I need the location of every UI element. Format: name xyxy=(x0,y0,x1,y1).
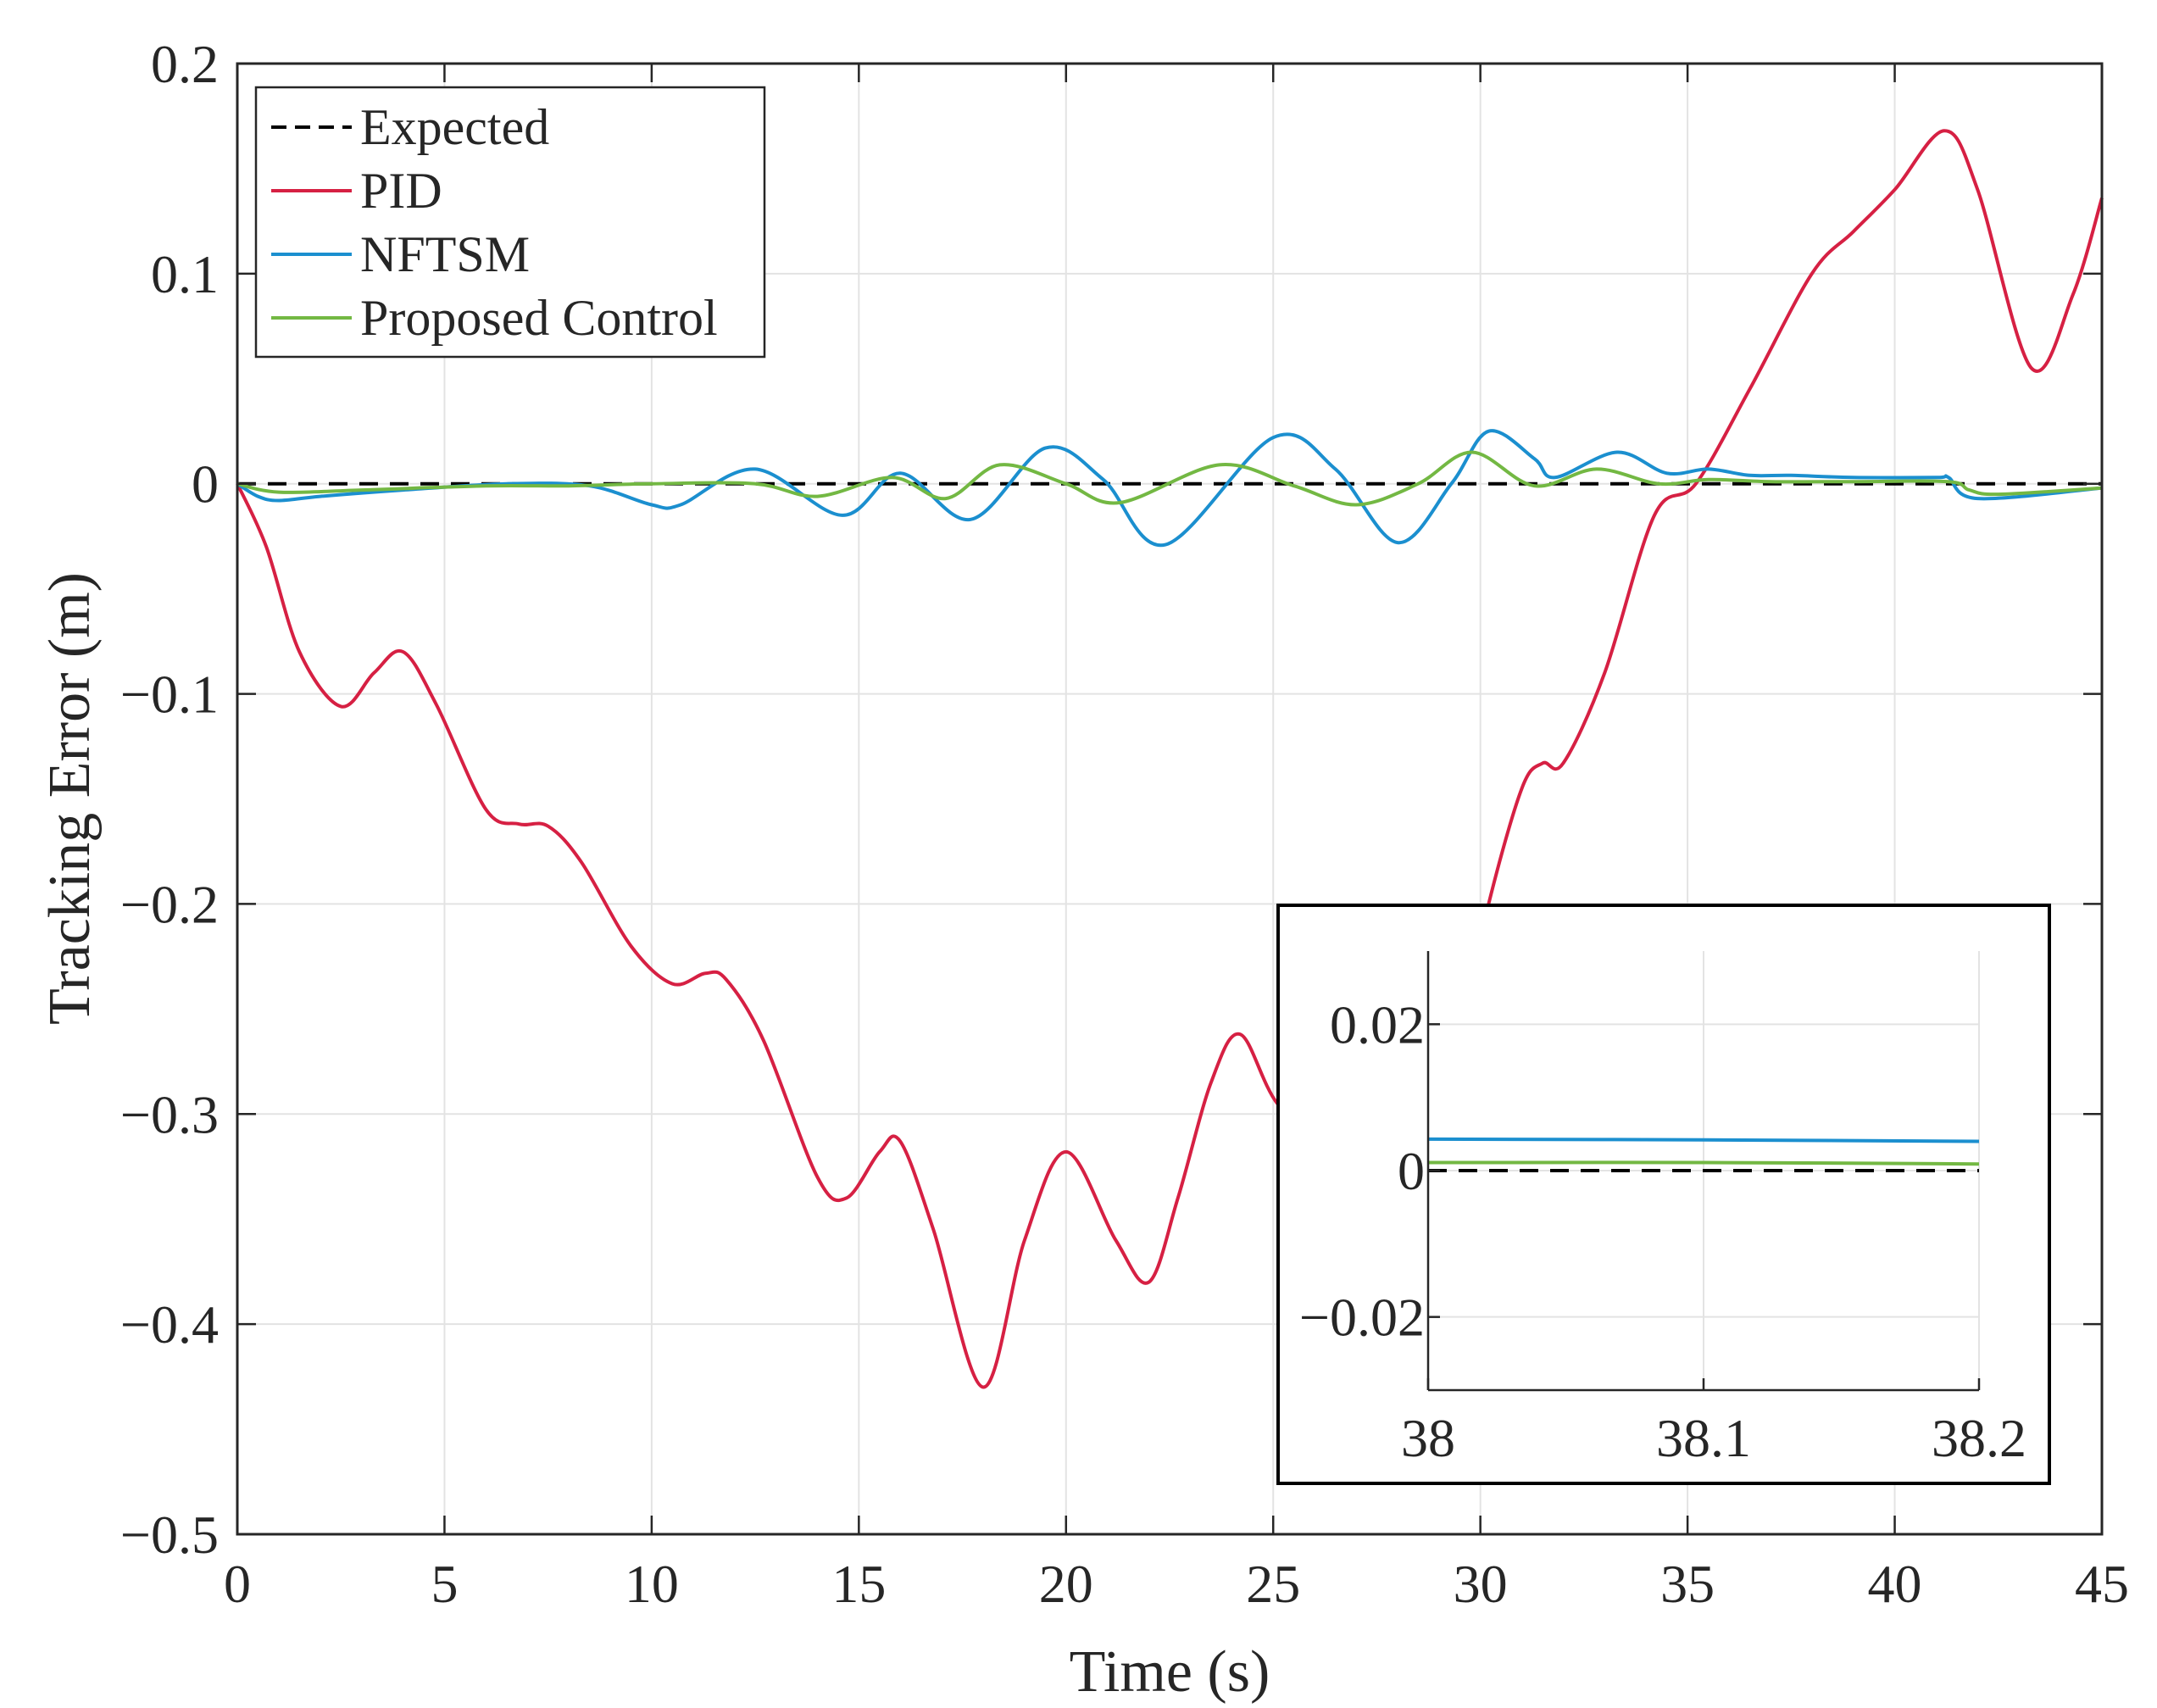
main-y-tick-label-5: 0 xyxy=(192,454,219,515)
inset-panel: 38 38.1 38.2 −0.02 0 0.02 xyxy=(1276,904,2051,1485)
main-x-tick-label-0: 0 xyxy=(224,1554,251,1614)
x-axis-label: Time (s) xyxy=(1070,1639,1270,1705)
legend-box xyxy=(254,86,766,359)
main-y-tick-label-7: 0.2 xyxy=(151,34,219,94)
main-x-tick-label-3: 15 xyxy=(831,1554,886,1614)
main-series-pid xyxy=(236,129,2104,1389)
legend-label-expected: Expected xyxy=(360,99,549,155)
main-ticks: 0 5 10 15 20 25 30 35 40 45 −0.5 −0.4 −0.3 −0.2 −0.1 0 0… xyxy=(120,34,2129,1614)
y-axis-label: Tracking Error (m) xyxy=(37,572,103,1025)
main-x-tick-label-8: 40 xyxy=(1868,1554,1922,1614)
inset-y-tick-label-0: −0.02 xyxy=(1299,1288,1425,1348)
main-y-tick-label-0: −0.5 xyxy=(120,1505,219,1565)
main-y-tick-label-1: −0.4 xyxy=(120,1294,219,1355)
inset-frame xyxy=(1276,904,2051,1485)
legend-label-nftsm: NFTSM xyxy=(360,226,530,282)
main-y-tick-label-4: −0.1 xyxy=(120,665,219,725)
inset-series-proposed-control xyxy=(1427,1160,1980,1166)
main-x-tick-label-2: 10 xyxy=(625,1554,679,1614)
inset-x-tick-label-0: 38 xyxy=(1401,1408,1455,1468)
inset-series-group xyxy=(1427,1137,1980,1172)
legend-label-pid: PID xyxy=(360,163,442,219)
legend: Expected PID NFTSM Proposed Control xyxy=(254,86,766,359)
inset-x-tick-label-2: 38.2 xyxy=(1932,1408,2026,1468)
main-x-tick-label-4: 20 xyxy=(1039,1554,1093,1614)
inset-x-tick-label-1: 38.1 xyxy=(1656,1408,1751,1468)
main-y-tick-label-3: −0.2 xyxy=(120,874,219,934)
main-axes-box xyxy=(236,62,2104,1536)
main-x-tick-label-7: 35 xyxy=(1660,1554,1715,1614)
inset-series-nftsm xyxy=(1427,1137,1980,1143)
inset-y-tick-label-1: 0 xyxy=(1398,1141,1425,1201)
main-series-nftsm xyxy=(236,429,2103,548)
main-x-tick-label-1: 5 xyxy=(431,1554,458,1614)
main-x-tick-label-5: 25 xyxy=(1246,1554,1300,1614)
main-y-tick-label-2: −0.3 xyxy=(120,1084,219,1144)
main-series-group xyxy=(236,129,2104,1389)
inset-y-tick-label-2: 0.02 xyxy=(1330,994,1425,1054)
legend-label-proposed-control: Proposed Control xyxy=(360,290,718,346)
inset-ticks: 38 38.1 38.2 −0.02 0 0.02 xyxy=(1299,994,2026,1468)
main-y-tick-label-6: 0.1 xyxy=(151,244,219,304)
main-x-tick-label-9: 45 xyxy=(2075,1554,2129,1614)
main-series-proposed-control xyxy=(236,450,2103,507)
main-x-tick-label-6: 30 xyxy=(1454,1554,1508,1614)
